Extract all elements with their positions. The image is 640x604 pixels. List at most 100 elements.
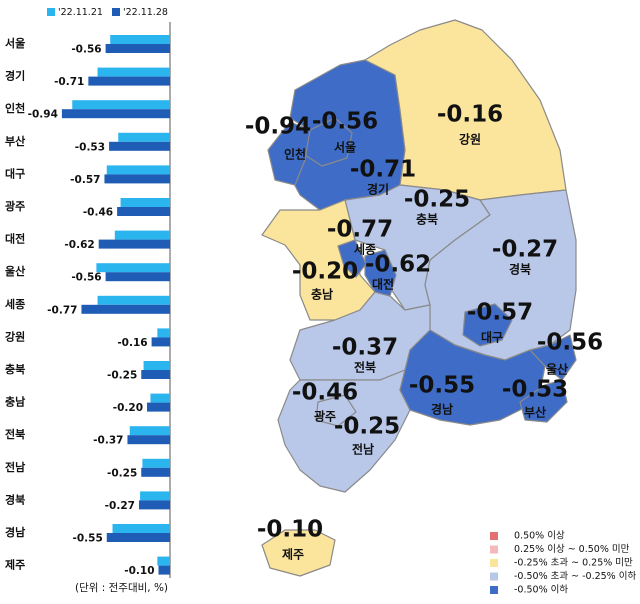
- category-label: 전북: [5, 427, 25, 441]
- category-label: 경북: [5, 492, 25, 506]
- map-region-label: 충남: [311, 287, 333, 302]
- category-label: 세종: [5, 297, 25, 311]
- bar: [97, 295, 170, 305]
- map-region: [364, 249, 397, 297]
- bar: [147, 402, 170, 412]
- map-region: [267, 121, 311, 186]
- bar: [157, 328, 170, 338]
- map-value-label: -0.56: [537, 330, 603, 356]
- map-value-label: -0.53: [502, 377, 568, 403]
- map-region-label: 경기: [367, 182, 389, 197]
- bar: [98, 239, 170, 249]
- map-region-label: 강원: [459, 133, 481, 147]
- bar: [140, 491, 170, 501]
- map-region: [529, 334, 577, 381]
- value-label: -0.37: [93, 435, 123, 447]
- bar: [138, 500, 170, 510]
- map-region: [462, 303, 513, 347]
- map-value-label: -0.56: [312, 109, 378, 135]
- bar: [110, 35, 170, 44]
- category-label: 서울: [5, 36, 25, 50]
- map-region-label: 인천: [284, 147, 306, 162]
- bar: [106, 533, 170, 542]
- bar: [88, 76, 170, 86]
- map-value-label: -0.16: [437, 102, 503, 128]
- map-legend-swatch: [490, 559, 498, 567]
- bar: [143, 361, 170, 370]
- map-region-label: 광주: [314, 409, 336, 424]
- value-label: -0.27: [105, 500, 135, 512]
- bar: [151, 337, 170, 347]
- map-value-label: -0.57: [467, 300, 533, 326]
- map-region-label: 제주: [282, 548, 304, 562]
- category-label: 광주: [5, 200, 25, 213]
- map-region: [315, 394, 357, 427]
- legend-label: '22.11.21: [58, 7, 103, 18]
- bar: [106, 165, 170, 175]
- map-value-label: -0.20: [292, 259, 358, 285]
- map-legend-swatch: [490, 572, 498, 581]
- map-value-label: -0.71: [350, 157, 416, 183]
- value-label: -0.71: [54, 76, 84, 88]
- map-legend-swatch: [490, 545, 498, 554]
- map-value-label: -0.25: [334, 414, 400, 440]
- value-label: -0.94: [28, 109, 58, 121]
- map-legend-label: -0.25% 초과 ~ 0.25% 미만: [514, 558, 633, 569]
- bar: [118, 132, 170, 142]
- category-label: 제주: [5, 558, 25, 572]
- bar: [141, 370, 170, 379]
- map-legend-label: -0.50% 초과 ~ -0.25% 이하: [514, 570, 636, 582]
- bar: [141, 467, 170, 477]
- value-label: -0.46: [83, 207, 113, 219]
- map-value-label: -0.37: [332, 335, 398, 361]
- legend-swatch: [112, 8, 120, 16]
- category-label: 전남: [5, 460, 25, 474]
- category-label: 경남: [5, 525, 25, 539]
- bar: [97, 67, 170, 77]
- map-value-label: -0.62: [365, 252, 431, 278]
- bar: [150, 393, 170, 403]
- value-label: -0.20: [113, 402, 143, 414]
- map-region-label: 충북: [416, 212, 438, 227]
- bar: [157, 556, 170, 566]
- map-region-label: 경남: [431, 402, 453, 417]
- map-value-label: -0.46: [292, 380, 358, 406]
- map-value-label: -0.94: [245, 114, 311, 140]
- category-label: 경기: [5, 69, 25, 83]
- map-value-label: -0.77: [327, 217, 393, 243]
- value-label: -0.10: [124, 565, 154, 577]
- bar: [129, 426, 170, 436]
- bar: [72, 100, 170, 110]
- legend-label: '22.11.28: [123, 7, 168, 18]
- legend-swatch: [47, 8, 55, 16]
- value-label: -0.56: [71, 272, 101, 284]
- value-label: -0.16: [117, 337, 147, 349]
- value-label: -0.62: [64, 239, 94, 251]
- bar: [81, 304, 170, 314]
- category-label: 대전: [5, 232, 25, 246]
- bar: [104, 174, 170, 184]
- map-region-label: 서울: [334, 140, 356, 155]
- map-value-label: -0.27: [492, 237, 558, 263]
- map-region-label: 세종: [354, 242, 376, 257]
- map-value-label: -0.25: [404, 187, 470, 213]
- category-label: 강원: [5, 329, 25, 343]
- map-region-label: 전북: [354, 360, 376, 375]
- map-value-label: -0.55: [409, 373, 475, 399]
- map-legend-swatch: [490, 586, 498, 594]
- bar: [158, 565, 170, 575]
- map-region: [337, 239, 367, 278]
- value-label: -0.53: [75, 141, 105, 153]
- bar: [96, 263, 170, 273]
- value-label: -0.55: [72, 533, 102, 545]
- map-region-label: 울산: [546, 362, 568, 377]
- map-region: [277, 369, 411, 493]
- category-label: 부산: [5, 134, 25, 148]
- bar: [120, 198, 170, 207]
- category-label: 충북: [5, 362, 25, 376]
- map-region: [519, 379, 568, 423]
- map-value-label: -0.10: [257, 517, 323, 543]
- map-region-label: 대전: [372, 277, 394, 292]
- map-region: [261, 529, 336, 577]
- value-label: -0.25: [107, 370, 137, 382]
